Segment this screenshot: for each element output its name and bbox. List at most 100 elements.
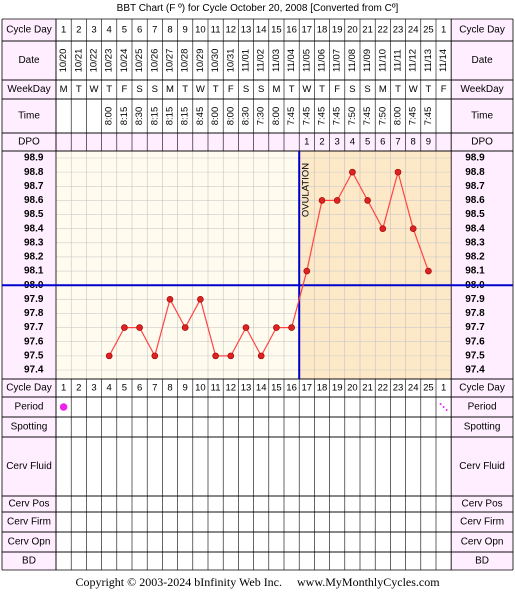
date-value: 11/07 bbox=[332, 49, 343, 72]
date-value: 10/25 bbox=[134, 49, 145, 73]
row-label-bg bbox=[451, 417, 513, 437]
temp-line-segment bbox=[351, 171, 369, 201]
period-label-left: Period bbox=[15, 402, 44, 413]
cycle-day-number: 18 bbox=[317, 383, 328, 394]
row-label-bg bbox=[2, 41, 56, 80]
cycle-day-number: 10 bbox=[195, 383, 206, 394]
bd-label-right: BD bbox=[475, 556, 489, 567]
weekday-value: W bbox=[409, 84, 418, 95]
cycle-day-number: 20 bbox=[347, 25, 358, 36]
weekday-value: M bbox=[272, 84, 280, 95]
temp-point bbox=[257, 352, 265, 360]
cycle-day-number: 25 bbox=[423, 383, 434, 394]
date-value: 10/23 bbox=[104, 49, 115, 73]
temp-point bbox=[166, 296, 174, 303]
weekday-value: T bbox=[395, 84, 401, 95]
time-value: 7:30 bbox=[256, 107, 267, 126]
cycle-day-number: 19 bbox=[332, 383, 343, 394]
cycle-day-number: 14 bbox=[256, 383, 267, 394]
row-label-bg bbox=[2, 133, 56, 151]
y-tick-label-left: 98.5 bbox=[24, 209, 44, 220]
y-tick-label-right: 97.4 bbox=[465, 365, 485, 376]
time-value: 7:45 bbox=[362, 107, 373, 126]
date-value: 11/11 bbox=[393, 49, 404, 71]
ovulation-label: OVULATION bbox=[301, 163, 312, 217]
cycle-day-number: 18 bbox=[317, 25, 328, 36]
cycle-day-label-left: Cycle Day bbox=[6, 25, 52, 36]
row-label-bg bbox=[2, 151, 56, 379]
row-label-bg bbox=[451, 552, 513, 570]
weekday-value: S bbox=[364, 84, 370, 95]
date-value: 10/29 bbox=[195, 49, 206, 73]
weekday-value: W bbox=[196, 84, 205, 95]
date-value: 11/14 bbox=[438, 49, 449, 72]
y-tick-label-left: 98.1 bbox=[24, 266, 44, 277]
row-label-bg bbox=[451, 379, 513, 397]
row-label-bg bbox=[451, 151, 513, 379]
dpo-value: 1 bbox=[304, 137, 309, 148]
weekday-value: F bbox=[334, 84, 340, 95]
time-value: 7:45 bbox=[286, 107, 297, 126]
period-spotting-marker bbox=[445, 409, 448, 411]
row-label-bg bbox=[451, 532, 513, 552]
cerv-pos-label-right: Cerv Pos bbox=[462, 499, 503, 510]
row-label-bg bbox=[2, 80, 56, 99]
weekday-value: T bbox=[213, 84, 219, 95]
cycle-day-number: 1 bbox=[441, 25, 446, 36]
row-label-bg bbox=[451, 512, 513, 532]
weekday-value: T bbox=[289, 84, 295, 95]
weekday-value: W bbox=[90, 84, 99, 95]
dpo-value: 7 bbox=[395, 137, 400, 148]
temp-line-segment bbox=[367, 200, 384, 229]
time-value: 8:30 bbox=[241, 107, 252, 126]
row-label-bg bbox=[2, 417, 56, 437]
weekday-value: S bbox=[243, 84, 249, 95]
date-value: 10/24 bbox=[119, 49, 130, 73]
temp-line-segment bbox=[382, 171, 399, 229]
row-label-bg bbox=[2, 379, 56, 397]
time-value: 8:00 bbox=[210, 107, 221, 126]
temp-point bbox=[197, 296, 204, 303]
dpo-value: 5 bbox=[365, 137, 370, 148]
weekday-value: T bbox=[76, 84, 82, 95]
time-label-right: Time bbox=[471, 111, 493, 122]
cycle-day-number: 11 bbox=[211, 383, 221, 394]
row-label-bg bbox=[2, 397, 56, 417]
date-value: 10/30 bbox=[210, 49, 221, 73]
temp-point bbox=[409, 225, 417, 232]
weekday-value: S bbox=[152, 84, 158, 95]
cycle-day-number: 9 bbox=[183, 25, 188, 36]
cycle-day-number: 2 bbox=[76, 383, 81, 394]
time-value: 7:45 bbox=[332, 107, 343, 126]
spotting-label-left: Spotting bbox=[11, 422, 48, 433]
cycle-day-number: 8 bbox=[167, 383, 172, 394]
weekday-value: M bbox=[379, 84, 387, 95]
row-label-bg bbox=[451, 133, 513, 151]
temp-point bbox=[349, 168, 356, 176]
cycle-day-number: 10 bbox=[195, 25, 206, 36]
temp-line-segment bbox=[291, 270, 308, 328]
period-marker bbox=[59, 403, 68, 411]
cerv-fluid-label-left: Cerv Fluid bbox=[6, 461, 52, 472]
cycle-day-number: 6 bbox=[137, 25, 142, 36]
weekday-label-left: WeekDay bbox=[7, 84, 50, 95]
temp-point bbox=[121, 324, 128, 331]
row-label-bg bbox=[2, 532, 56, 552]
date-value: 11/06 bbox=[317, 49, 328, 72]
temp-point bbox=[288, 324, 295, 331]
date-value: 11/03 bbox=[271, 49, 282, 72]
weekday-value: F bbox=[441, 84, 447, 95]
date-value: 10/20 bbox=[58, 49, 69, 73]
y-tick-label-left: 97.6 bbox=[24, 336, 44, 347]
y-tick-label-right: 97.8 bbox=[465, 308, 485, 319]
cycle-day-number: 9 bbox=[183, 383, 188, 394]
cerv-opn-label-left: Cerv Opn bbox=[8, 537, 51, 548]
row-label-bg bbox=[451, 496, 513, 512]
temp-point bbox=[394, 168, 402, 176]
date-value: 11/02 bbox=[256, 49, 267, 72]
spotting-label-right: Spotting bbox=[464, 422, 501, 433]
y-tick-label-right: 97.9 bbox=[465, 294, 485, 305]
site-link[interactable]: www.MyMonthlyCycles.com bbox=[297, 575, 440, 589]
temp-point bbox=[227, 352, 235, 360]
dpo-value: 9 bbox=[426, 137, 431, 148]
